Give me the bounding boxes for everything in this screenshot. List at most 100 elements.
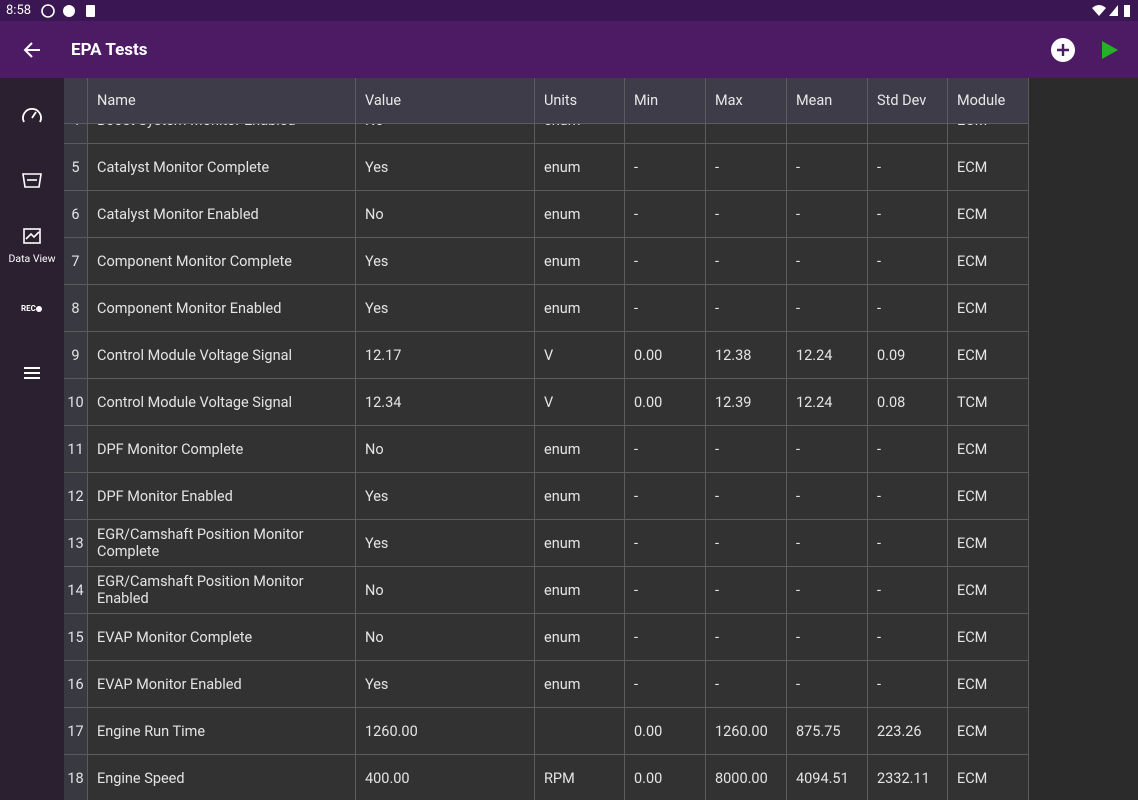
table-cell: enum (535, 473, 625, 520)
table-cell: ECM (948, 661, 1029, 708)
column-header[interactable]: Module (948, 78, 1029, 124)
column-header[interactable]: Name (88, 78, 356, 124)
table-cell (535, 708, 625, 755)
table-cell: - (625, 567, 706, 614)
table-cell: enum (535, 614, 625, 661)
row-index: 13 (64, 520, 88, 567)
add-button[interactable] (1051, 38, 1075, 62)
status-bar: 8:58 (0, 0, 1138, 21)
table-cell: - (706, 285, 787, 332)
table-cell: enum (535, 238, 625, 285)
back-button[interactable] (23, 42, 40, 58)
table-cell: ECM (948, 708, 1029, 755)
menu-icon[interactable] (24, 367, 40, 379)
obd-icon[interactable] (22, 173, 42, 188)
nav-rail: Data View REC (0, 78, 64, 800)
table-cell: enum (535, 144, 625, 191)
table-cell: - (787, 567, 868, 614)
table-cell: 2332.11 (868, 755, 948, 800)
table-cell: ECM (948, 567, 1029, 614)
table-cell: - (868, 567, 948, 614)
row-index: 5 (64, 144, 88, 191)
table-cell: ECM (948, 614, 1029, 661)
table-cell: - (625, 614, 706, 661)
table-cell: - (787, 238, 868, 285)
row-index: 12 (64, 473, 88, 520)
table-cell: - (868, 473, 948, 520)
row-index: 7 (64, 238, 88, 285)
table-cell: - (706, 520, 787, 567)
table-cell: 12.38 (706, 332, 787, 379)
clock: 8:58 (6, 3, 32, 18)
table-cell: - (868, 191, 948, 238)
table-cell: 1260.00 (706, 708, 787, 755)
nav-label[interactable]: Data View (8, 252, 56, 265)
table-cell: Yes (356, 238, 535, 285)
table-cell: Engine Run Time (88, 708, 356, 755)
table-cell: enum (535, 285, 625, 332)
table-cell: - (625, 144, 706, 191)
row-index: 16 (64, 661, 88, 708)
table-cell: 0.00 (625, 755, 706, 800)
column-header[interactable]: Std Dev (868, 78, 948, 124)
table-cell: 12.24 (787, 379, 868, 426)
column-header[interactable]: Units (535, 78, 625, 124)
row-index: 18 (64, 755, 88, 800)
table-cell: EGR/Camshaft Position Monitor Complete (88, 520, 356, 567)
table-cell: ECM (948, 238, 1029, 285)
table-cell: - (706, 191, 787, 238)
table-cell: 223.26 (868, 708, 948, 755)
header-cell (64, 78, 88, 124)
table-cell: enum (535, 567, 625, 614)
table-cell: 8000.00 (706, 755, 787, 800)
table-cell: - (625, 285, 706, 332)
row-index: 11 (64, 426, 88, 473)
table-cell: - (625, 238, 706, 285)
table-cell: No (356, 567, 535, 614)
table-cell: - (787, 473, 868, 520)
table-cell: 12.17 (356, 332, 535, 379)
row-index: 14 (64, 567, 88, 614)
column-header[interactable]: Value (356, 78, 535, 124)
table-cell: - (706, 661, 787, 708)
table-cell: - (787, 285, 868, 332)
table-cell: RPM (535, 755, 625, 800)
table-cell: 875.75 (787, 708, 868, 755)
table-cell: TCM (948, 379, 1029, 426)
app-bar-icons (23, 38, 1118, 62)
table-cell: 12.34 (356, 379, 535, 426)
column-header[interactable]: Min (625, 78, 706, 124)
table-cell: ECM (948, 473, 1029, 520)
table-cell: ECM (948, 520, 1029, 567)
table-cell: ECM (948, 285, 1029, 332)
table-cell: 12.39 (706, 379, 787, 426)
nav-label[interactable]: REC (21, 304, 36, 313)
table-cell: 1260.00 (356, 708, 535, 755)
play-button[interactable] (1102, 41, 1118, 59)
table-cell: Component Monitor Enabled (88, 285, 356, 332)
table-cell: - (787, 661, 868, 708)
table-cell: - (787, 614, 868, 661)
table-cell: ECM (948, 332, 1029, 379)
table-cell: - (868, 614, 948, 661)
table-cell: 0.00 (625, 708, 706, 755)
row-index: 17 (64, 708, 88, 755)
table-cell: Control Module Voltage Signal (88, 379, 356, 426)
table-cell: enum (535, 661, 625, 708)
table-cell: enum (535, 520, 625, 567)
table-cell: - (868, 144, 948, 191)
column-header[interactable]: Max (706, 78, 787, 124)
table-cell: - (625, 520, 706, 567)
table-cell: - (706, 473, 787, 520)
column-header[interactable]: Mean (787, 78, 868, 124)
table-cell: - (868, 520, 948, 567)
table-cell: - (625, 191, 706, 238)
table-cell: enum (535, 191, 625, 238)
table-cell: - (868, 285, 948, 332)
rec-dot (36, 306, 42, 312)
chart-icon[interactable] (23, 228, 41, 244)
row-index: 15 (64, 614, 88, 661)
gauge-icon[interactable] (22, 108, 42, 123)
table-cell: - (706, 426, 787, 473)
table-cell: ECM (948, 755, 1029, 800)
